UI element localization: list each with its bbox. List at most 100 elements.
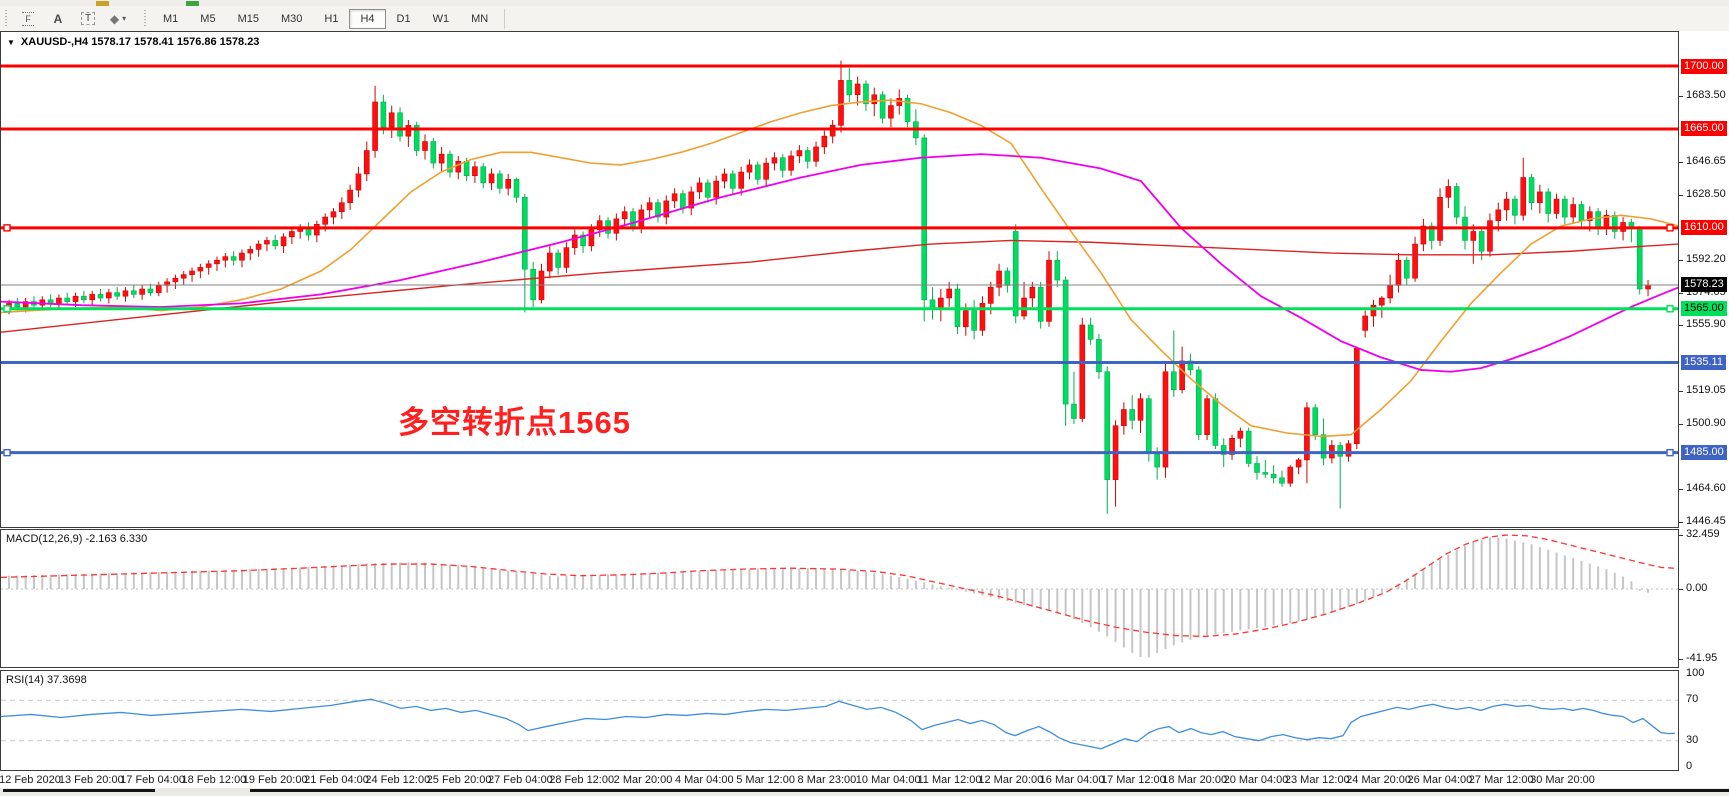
timeframe-h4-button[interactable]: H4 (349, 8, 386, 29)
macd-histogram (8, 537, 1650, 658)
macd-label: MACD(12,26,9) -2.163 6.330 (6, 533, 148, 545)
timeframe-mn-button[interactable]: MN (460, 9, 499, 29)
toolbar-grip[interactable] (143, 9, 148, 28)
macd-axis-label: -41.95 (1686, 651, 1718, 664)
chart-dropdown-icon[interactable]: ▼ (7, 37, 15, 47)
timeframe-w1-button[interactable]: W1 (422, 9, 461, 29)
timeframe-d1-button[interactable]: D1 (386, 9, 422, 29)
time-label: 17 Mar 12:00 (1100, 774, 1166, 786)
time-label: 5 Mar 12:00 (736, 774, 795, 786)
candlestick-chart[interactable] (1, 32, 1678, 527)
axis-tickmark (1679, 95, 1683, 97)
chart-title-text: XAUUSD-,H4 1578.17 1578.41 1576.86 1578.… (20, 36, 260, 48)
rsi-line (1, 698, 1676, 750)
price-axis[interactable]: 1683.501646.651628.501592.201574.051555.… (1679, 31, 1729, 772)
drawing-and-timeframe-toolbar: F A T ◆ ▾ M1 M5 M15 M30 H1 H4 D1 W1 MN (0, 6, 1729, 32)
line-handle (3, 224, 11, 232)
ma-slow-red (1, 239, 1678, 333)
axis-tickmark (1679, 325, 1683, 327)
price-tick-label: 1555.90 (1686, 318, 1726, 331)
text-tool-icon[interactable]: A (53, 11, 63, 26)
axis-tickmark (1679, 391, 1683, 393)
price-badge-1578.23: 1578.23 (1681, 277, 1727, 293)
chart-annotation-text: 多空转折点1565 (398, 405, 631, 440)
macd-chart[interactable] (1, 530, 1678, 667)
minimized-window-edge[interactable] (250, 789, 1729, 792)
price-badge-1610.00: 1610.00 (1681, 220, 1727, 236)
price-tick-label: 1519.05 (1686, 384, 1726, 397)
time-label: 20 Mar 04:00 (1223, 774, 1289, 786)
fibonacci-tool-icon[interactable]: F (15, 7, 41, 30)
axis-tickmark (1679, 194, 1683, 196)
timeframe-m30-button[interactable]: M30 (270, 9, 313, 29)
time-label: 23 Mar 12:00 (1284, 774, 1350, 786)
time-label: 2 Mar 20:00 (613, 774, 673, 786)
axis-tickmark (1679, 589, 1683, 590)
price-tick-label: 1500.90 (1686, 417, 1726, 430)
chart-title: ▼ XAUUSD-,H4 1578.17 1578.41 1576.86 157… (7, 36, 259, 48)
time-label: 26 Mar 04:00 (1407, 774, 1473, 786)
timeframe-m5-button[interactable]: M5 (189, 9, 226, 29)
price-badge-1535.11: 1535.11 (1681, 355, 1726, 371)
rsi-axis-label: 100 (1686, 667, 1705, 679)
time-label: 13 Feb 20:00 (58, 774, 124, 786)
axis-tickmark (1679, 424, 1683, 426)
price-tick-label: 1683.50 (1686, 88, 1726, 101)
price-tick-label: 1628.50 (1686, 187, 1726, 200)
rsi-chart[interactable] (1, 671, 1678, 770)
time-label: 12 Mar 20:00 (978, 774, 1044, 786)
price-tick-label: 1446.45 (1686, 515, 1726, 527)
price-badge-1665.00: 1665.00 (1681, 121, 1727, 137)
macd-signal-line (1, 534, 1678, 638)
macd-axis-label: 32.459 (1686, 527, 1720, 540)
toolbar-grip[interactable] (4, 9, 9, 28)
time-label: 24 Mar 20:00 (1346, 774, 1412, 786)
time-label: 12 Feb 2020 (0, 774, 61, 786)
price-badge-1485.00: 1485.00 (1681, 445, 1727, 461)
minimized-window-edge[interactable] (3, 789, 155, 792)
rsi-indicator-panel[interactable]: RSI(14) 37.3698 (0, 670, 1679, 771)
macd-axis-label: 0.00 (1686, 582, 1708, 594)
time-label: 25 Feb 20:00 (426, 774, 492, 786)
price-chart-panel[interactable]: ▼ XAUUSD-,H4 1578.17 1578.41 1576.86 157… (0, 31, 1679, 528)
arrows-tool-icon[interactable]: ◆ ▾ (109, 11, 127, 26)
line-handle (3, 305, 11, 313)
axis-tickmark (1679, 522, 1683, 523)
time-label: 18 Feb 12:00 (181, 774, 247, 786)
macd-indicator-panel[interactable]: MACD(12,26,9) -2.163 6.330 (0, 529, 1679, 668)
toolbar-separator (504, 8, 506, 29)
ma-fast-orange (1, 99, 1678, 438)
text-label-tool-icon[interactable]: T (75, 7, 101, 30)
time-label: 16 Mar 04:00 (1039, 774, 1105, 786)
timeframe-h1-button[interactable]: H1 (313, 9, 349, 29)
axis-tickmark (1679, 292, 1683, 294)
rsi-axis-label: 0 (1686, 760, 1693, 772)
axis-tickmark (1679, 161, 1683, 163)
rsi-axis-label: 30 (1686, 733, 1699, 746)
toolbar-fragment-icon (186, 1, 199, 6)
time-axis[interactable]: 12 Feb 2020 13 Feb 20:00 17 Feb 04:00 18 Fe… (0, 772, 1729, 788)
line-handle (1666, 305, 1674, 313)
price-badge-1700.00: 1700.00 (1681, 58, 1727, 74)
line-handle (1666, 448, 1674, 457)
axis-tickmark (1679, 534, 1683, 536)
rsi-label: RSI(14) 37.3698 (6, 674, 87, 686)
timeframe-m15-button[interactable]: M15 (227, 9, 270, 29)
time-label: 18 Mar 20:00 (1162, 774, 1228, 786)
toolbar-fragment-icon (96, 1, 109, 6)
candles-layer (6, 60, 1651, 514)
minimized-windows-strip (0, 788, 1729, 796)
time-label: 30 Mar 20:00 (1530, 774, 1595, 786)
time-label: 21 Feb 04:00 (304, 774, 369, 786)
timeframe-m1-button[interactable]: M1 (152, 9, 189, 29)
time-label: 24 Feb 12:00 (365, 774, 431, 786)
price-tick-label: 1464.60 (1686, 482, 1726, 495)
time-label: 28 Feb 12:00 (549, 774, 615, 786)
time-label: 27 Mar 12:00 (1468, 774, 1534, 786)
axis-tickmark (1679, 658, 1683, 660)
time-label: 17 Feb 04:00 (120, 774, 186, 786)
price-badge-1565.00: 1565.00 (1681, 301, 1727, 317)
time-label: 27 Feb 04:00 (487, 774, 553, 786)
axis-tickmark (1679, 259, 1683, 261)
